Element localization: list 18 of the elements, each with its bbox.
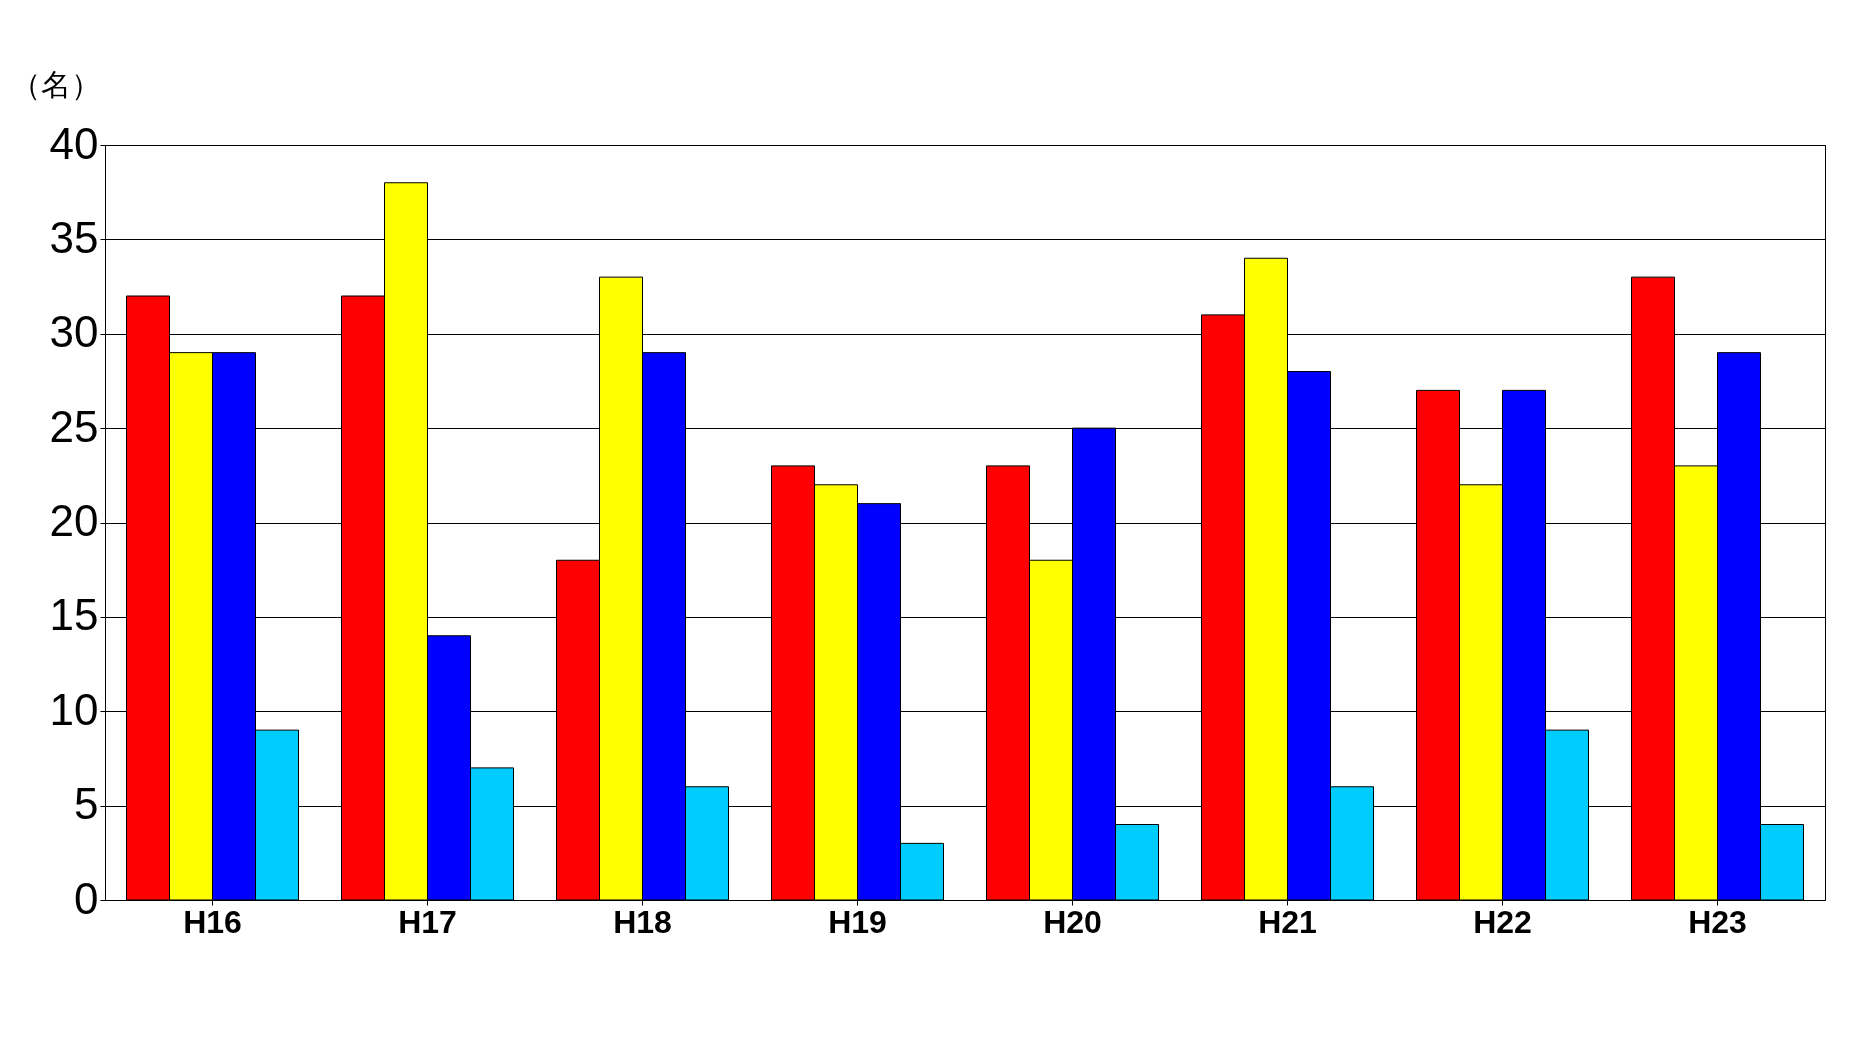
x-tick-label: H23 xyxy=(1688,903,1747,940)
y-tick-label: 25 xyxy=(49,401,99,451)
x-tick-label: H17 xyxy=(398,903,457,940)
y-tick-label: 10 xyxy=(49,684,99,734)
x-tick-label: H21 xyxy=(1258,903,1317,940)
x-tick-label: H19 xyxy=(828,903,887,940)
y-tick-label: 0 xyxy=(74,873,99,923)
y-tick-label: 35 xyxy=(49,212,99,262)
y-tick-label: 5 xyxy=(74,779,99,829)
x-tick-label: H18 xyxy=(613,903,672,940)
x-tick-label: H22 xyxy=(1473,903,1532,940)
x-tick-label: H16 xyxy=(183,903,242,940)
y-tick-label: 30 xyxy=(49,307,99,357)
x-tick-label: H20 xyxy=(1043,903,1102,940)
y-axis-title: （名） xyxy=(10,66,101,102)
y-tick-label: 15 xyxy=(49,590,99,640)
y-tick-label: 40 xyxy=(49,118,99,168)
y-tick-label: 20 xyxy=(49,496,99,545)
